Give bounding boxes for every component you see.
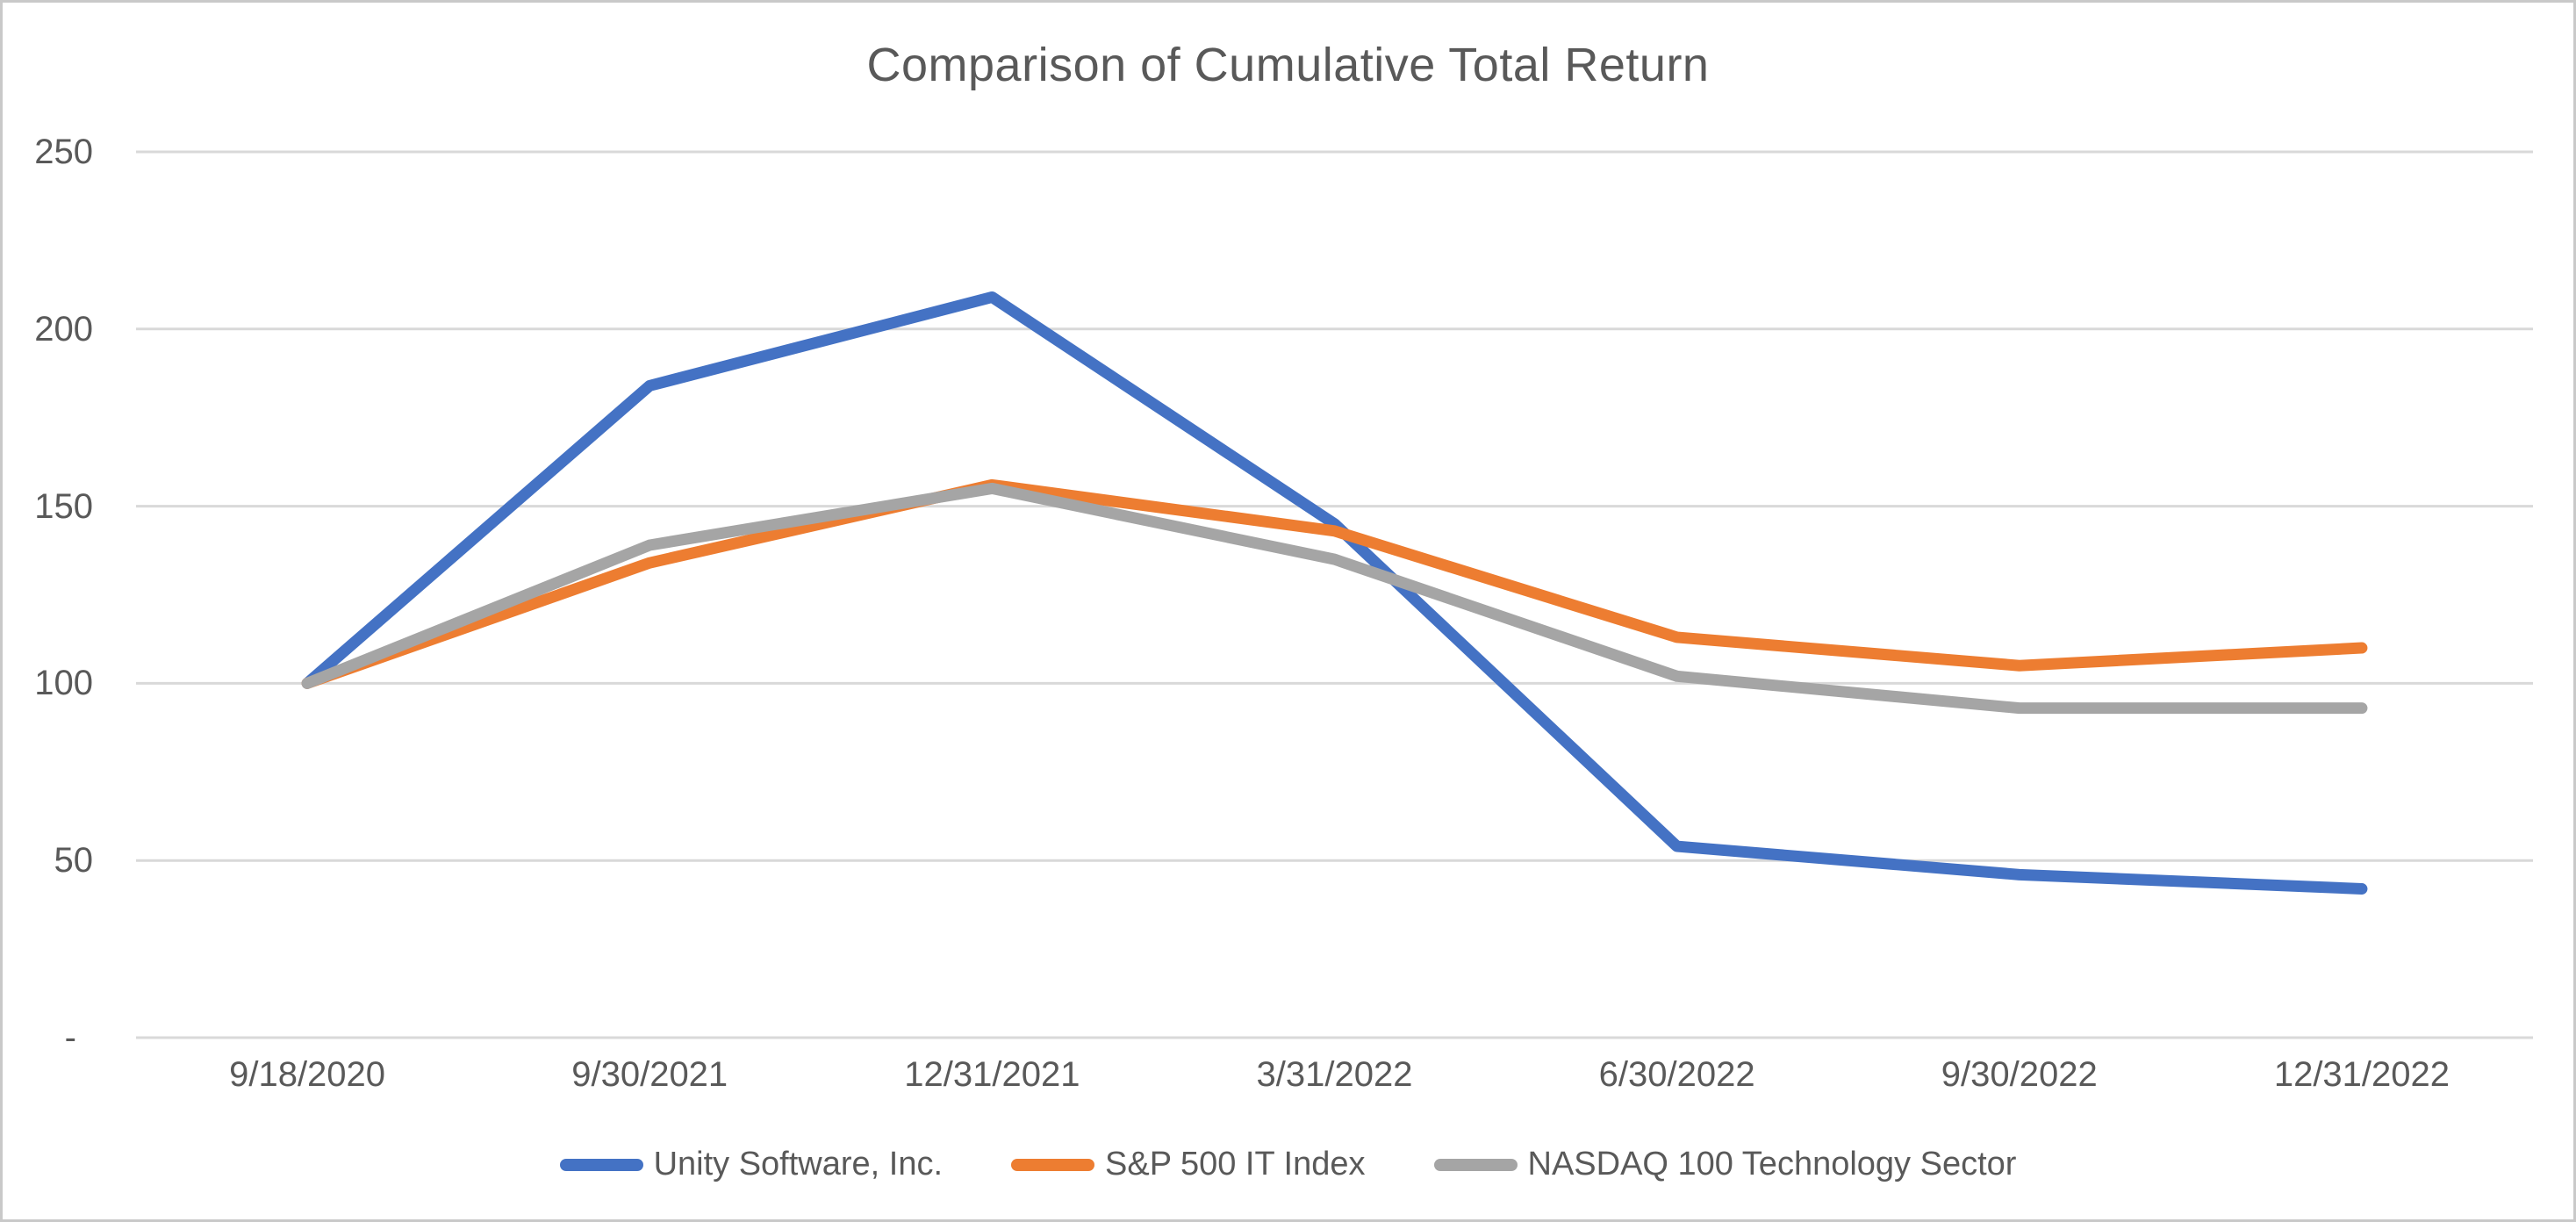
x-tick-label-9-30-2022: 9/30/2022 (1941, 1055, 2098, 1094)
legend-swatch-nasdaq-100-technology-sector (1433, 1158, 1518, 1171)
legend-swatch-s-p-500-it-index (1011, 1158, 1095, 1171)
legend-item-unity-software-inc: Unity Software, Inc. (559, 1146, 944, 1183)
legend-swatch-unity-software-inc (559, 1158, 643, 1171)
legend-item-nasdaq-100-technology-sector: NASDAQ 100 Technology Sector (1433, 1146, 2017, 1183)
legend: Unity Software, Inc. S&P 500 IT Index NASD… (3, 1146, 2573, 1183)
x-tick-label-12-31-2021: 12/31/2021 (904, 1055, 1080, 1094)
plot-area (136, 150, 2533, 1039)
series-line-unity-software-inc (301, 291, 2368, 895)
legend-item-s-p-500-it-index: S&P 500 IT Index (1011, 1146, 1366, 1183)
x-tick-label-3-31-2022: 3/31/2022 (1256, 1055, 1413, 1094)
series-line-s-p-500-it-index (301, 478, 2368, 689)
series-line-nasdaq-100-technology-sector (301, 482, 2368, 715)
y-tick-label-100: 100 (34, 664, 93, 703)
y-tick-label-250: 250 (34, 133, 93, 171)
legend-label-unity-software-inc: Unity Software, Inc. (653, 1146, 944, 1182)
chart-title: Comparison of Cumulative Total Return (866, 39, 1710, 91)
legend-label-nasdaq-100-technology-sector: NASDAQ 100 Technology Sector (1527, 1146, 2017, 1182)
y-tick-label-200: 200 (34, 309, 93, 349)
y-tick-label-50: 50 (54, 841, 94, 881)
y-tick-label-150: 150 (34, 486, 93, 526)
legend-label-s-p-500-it-index: S&P 500 IT Index (1105, 1146, 1366, 1182)
y-tick-label-0: - (64, 1018, 76, 1057)
x-tick-label-9-18-2020: 9/18/2020 (229, 1055, 386, 1094)
x-tick-label-6-30-2022: 6/30/2022 (1598, 1055, 1755, 1094)
x-tick-label-12-31-2022: 12/31/2022 (2273, 1055, 2450, 1094)
x-tick-label-9-30-2021: 9/30/2021 (571, 1055, 728, 1094)
